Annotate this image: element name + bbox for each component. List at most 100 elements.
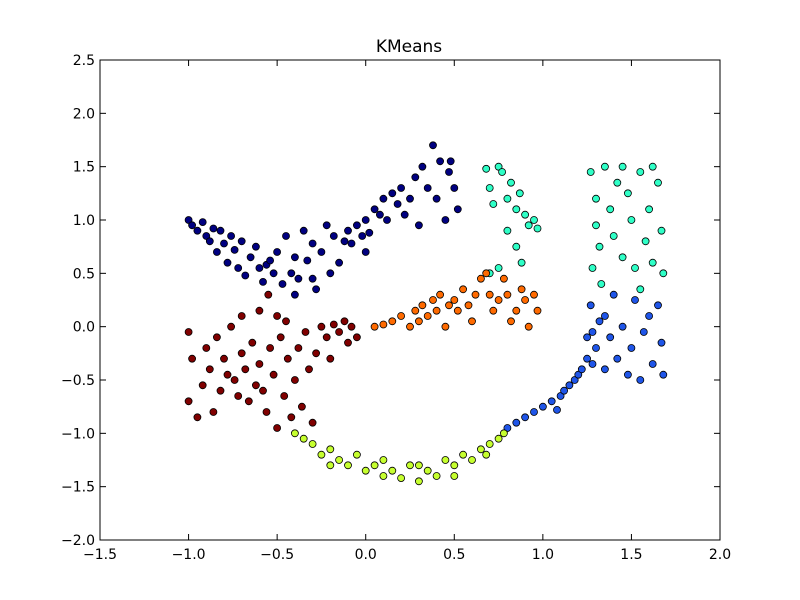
data-point: [586, 168, 595, 176]
data-point: [248, 338, 257, 347]
data-point: [308, 274, 317, 283]
data-point: [370, 461, 379, 470]
data-point: [503, 290, 512, 299]
y-tick-label: −2.0: [61, 533, 95, 549]
data-point: [262, 408, 271, 416]
data-point: [317, 450, 326, 459]
data-point: [397, 474, 406, 483]
data-point: [648, 360, 657, 368]
data-point: [375, 210, 384, 219]
data-point: [297, 402, 306, 411]
data-point: [436, 290, 445, 299]
data-point: [397, 184, 406, 192]
data-point: [441, 456, 450, 464]
data-point: [464, 301, 473, 310]
plot-frame: [99, 59, 721, 541]
data-point: [237, 349, 246, 358]
data-point: [335, 456, 344, 464]
data-point: [521, 413, 529, 422]
data-point: [220, 354, 228, 363]
data-point: [414, 221, 423, 230]
data-point: [388, 189, 397, 198]
data-point: [521, 210, 529, 219]
data-point: [202, 344, 211, 352]
y-tick-label: −1.0: [61, 426, 95, 442]
data-point: [583, 354, 591, 363]
data-point: [588, 328, 597, 336]
data-point: [379, 472, 388, 480]
data-point: [588, 264, 597, 272]
y-tick-label: 2.5: [73, 53, 95, 69]
data-point: [184, 397, 193, 406]
data-point: [193, 413, 202, 422]
data-point: [400, 210, 409, 219]
data-point: [411, 306, 420, 315]
data-point: [283, 354, 292, 363]
x-tick-label: −1.0: [172, 547, 206, 563]
data-point: [521, 296, 529, 304]
data-point: [565, 381, 574, 390]
data-point: [326, 269, 335, 278]
data-point: [499, 274, 508, 283]
data-point: [237, 237, 246, 246]
data-point: [308, 418, 317, 427]
data-point: [517, 285, 526, 294]
data-point: [498, 168, 507, 176]
data-point: [212, 248, 221, 256]
data-point: [259, 386, 267, 395]
data-point: [609, 232, 618, 240]
data-point: [379, 456, 388, 464]
data-point: [441, 216, 450, 224]
data-point: [251, 381, 260, 390]
data-point: [618, 162, 627, 171]
data-point: [335, 258, 344, 267]
data-point: [503, 424, 512, 432]
data-point: [227, 322, 236, 331]
data-point: [344, 338, 352, 347]
data-point: [340, 237, 349, 246]
data-point: [347, 322, 356, 331]
data-point: [290, 290, 299, 299]
data-point: [230, 245, 239, 254]
data-point: [606, 333, 615, 342]
data-point: [234, 392, 243, 400]
data-point: [423, 184, 432, 192]
data-point: [471, 290, 480, 299]
data-point: [588, 360, 597, 368]
data-point: [308, 440, 317, 448]
data-point: [205, 365, 214, 374]
data-point: [287, 269, 296, 278]
data-point: [255, 306, 264, 315]
data-point: [503, 226, 512, 235]
data-point: [273, 248, 282, 256]
data-point: [209, 224, 218, 233]
data-point: [379, 320, 388, 329]
x-tick-label: 0.5: [443, 547, 465, 563]
data-point: [388, 317, 397, 326]
data-point: [645, 312, 653, 320]
y-tick-label: 1.0: [73, 213, 95, 229]
data-point: [227, 232, 236, 240]
data-point: [406, 461, 414, 470]
data-point: [317, 322, 326, 331]
data-point: [606, 205, 615, 214]
data-point: [255, 264, 264, 272]
data-point: [326, 445, 335, 454]
data-point: [624, 370, 632, 379]
data-point: [512, 242, 521, 251]
data-point: [627, 344, 636, 352]
data-point: [485, 440, 494, 448]
data-point: [264, 290, 273, 299]
data-point: [524, 221, 533, 230]
data-point: [570, 376, 579, 384]
data-point: [230, 376, 239, 384]
data-point: [344, 461, 352, 470]
data-point: [592, 194, 600, 203]
data-point: [188, 354, 197, 363]
data-point: [326, 461, 335, 470]
data-point: [414, 317, 423, 326]
x-tick-label: −0.5: [260, 547, 294, 563]
data-point: [645, 205, 653, 214]
data-point: [450, 461, 459, 470]
y-tick-label: 0.0: [73, 320, 95, 336]
